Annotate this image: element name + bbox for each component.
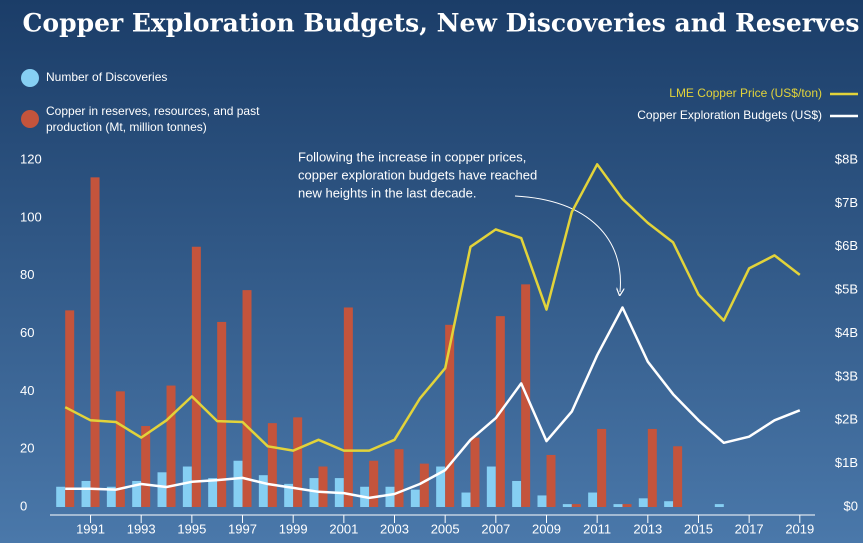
x-tick-label: 1991: [76, 521, 105, 536]
legend-label: LME Copper Price (US$/ton): [669, 86, 822, 100]
bar: [673, 446, 683, 507]
y2-tick-label: $3B: [835, 368, 858, 383]
x-tick-label: 1993: [127, 521, 156, 536]
bar: [233, 460, 243, 507]
bar: [182, 466, 192, 507]
x-tick-label: 1997: [228, 521, 257, 536]
bar: [191, 246, 201, 507]
x-tick-label: 2009: [532, 521, 561, 536]
bar: [166, 385, 176, 507]
chart-title: Copper Exploration Budgets, New Discover…: [23, 9, 860, 38]
bar: [81, 480, 91, 507]
bar: [486, 466, 496, 507]
y2-tick-label: $0: [844, 498, 858, 513]
y2-tick-label: $7B: [835, 195, 858, 210]
y-tick-label: 100: [20, 209, 42, 224]
y2-tick-label: $2B: [835, 412, 858, 427]
bar: [714, 504, 724, 507]
bar: [512, 480, 522, 507]
bar: [436, 466, 446, 507]
bar: [318, 466, 328, 507]
x-tick-label: 2015: [684, 521, 713, 536]
legend-label: Copper Exploration Budgets (US$): [637, 108, 822, 122]
bar: [394, 449, 404, 507]
x-tick-label: 2013: [633, 521, 662, 536]
y2-tick-label: $8B: [835, 151, 858, 166]
bar: [410, 489, 420, 507]
bar: [613, 504, 623, 507]
bar: [343, 307, 353, 507]
bar: [546, 454, 556, 507]
x-tick-label: 2011: [583, 521, 611, 536]
bar: [537, 495, 547, 507]
annotation: new heights in the last decade.: [298, 185, 477, 200]
annotation: copper exploration budgets have reached: [298, 167, 537, 182]
y-tick-label: 40: [20, 383, 34, 398]
y-tick-label: 0: [20, 498, 27, 513]
x-tick-label: 2003: [380, 521, 409, 536]
bar: [56, 486, 66, 507]
legend-swatch: [21, 69, 39, 87]
bar: [208, 478, 218, 507]
bar: [106, 486, 116, 507]
line: [64, 163, 801, 452]
bar: [638, 498, 648, 507]
x-tick-label: 2005: [431, 521, 460, 536]
x-tick-label: 2007: [481, 521, 510, 536]
bar: [419, 463, 429, 507]
y-tick-label: 20: [20, 441, 34, 456]
bar: [369, 460, 379, 507]
bar: [647, 428, 657, 507]
bar: [588, 492, 598, 507]
bar: [217, 321, 227, 507]
y2-tick-label: $4B: [835, 325, 858, 340]
legend-swatch: [21, 110, 39, 128]
bar: [597, 428, 607, 507]
bar: [562, 504, 572, 507]
annotation-arrow: [514, 195, 620, 292]
bar: [141, 426, 151, 507]
legend-label: Copper in reserves, resources, and past p…: [46, 104, 260, 134]
bar: [622, 504, 632, 507]
bar: [242, 290, 252, 507]
x-tick-label: 1995: [177, 521, 206, 536]
legend-label: Number of Discoveries: [46, 70, 167, 84]
y-tick-label: 60: [20, 325, 34, 340]
bar: [258, 475, 268, 507]
bar: [445, 324, 455, 507]
x-tick-label: 2017: [735, 521, 764, 536]
bar: [284, 483, 294, 507]
bar: [90, 177, 100, 507]
bar: [385, 486, 395, 507]
bar: [664, 501, 674, 507]
bar: [571, 504, 581, 507]
y-tick-label: 80: [20, 267, 34, 282]
y2-tick-label: $1B: [835, 455, 858, 470]
x-tick-label: 1999: [279, 521, 308, 536]
bar: [132, 480, 142, 507]
annotation: Following the increase in copper prices,: [298, 149, 526, 164]
bar: [293, 417, 303, 507]
bar: [115, 391, 125, 507]
y2-tick-label: $6B: [835, 238, 858, 253]
bar: [309, 478, 319, 507]
bar: [267, 423, 277, 507]
y-tick-label: 120: [20, 151, 42, 166]
x-tick-label: 2001: [329, 521, 358, 536]
x-tick-label: 2019: [785, 521, 814, 536]
bar: [157, 472, 167, 507]
bar: [470, 437, 480, 507]
bar: [461, 492, 471, 507]
y2-tick-label: $5B: [835, 282, 858, 297]
line: [65, 306, 801, 500]
